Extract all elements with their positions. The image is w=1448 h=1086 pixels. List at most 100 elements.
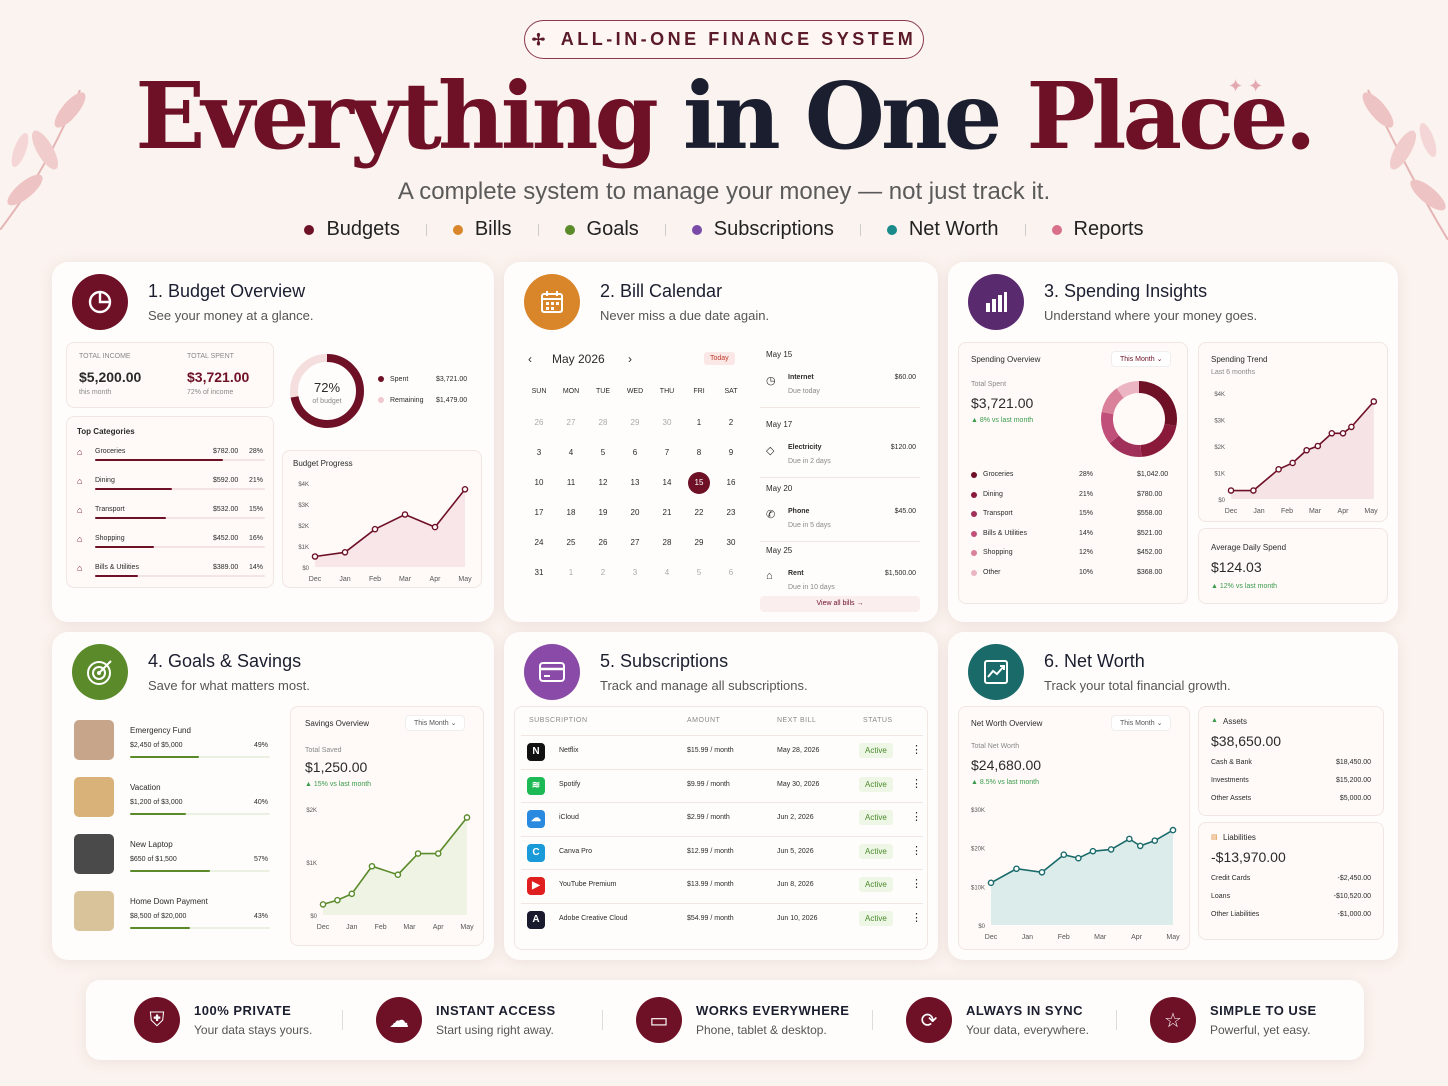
category-list: Budgets Bills Goals Subscriptions Net Worth R… [0,218,1448,241]
subscription-row[interactable]: ▶ YouTube Premium $13.99 / month Jun 8, 202… [521,869,923,901]
change-text: ▲ 8.5% vs last month [971,779,1040,786]
calendar-day[interactable]: 27 [566,418,576,427]
liabilities-panel: ▤ Liabilities -$13,970.00 Credit Cards -$… [1198,822,1384,940]
calendar-day[interactable]: 12 [598,478,608,487]
calendar-day[interactable]: 5 [696,568,702,577]
calendar-day[interactable]: 30 [662,418,672,427]
more-options-icon[interactable]: ⋮ [911,811,922,823]
more-options-icon[interactable]: ⋮ [911,844,922,857]
bill-name: Internet [788,374,814,381]
calendar-day[interactable]: 11 [566,478,576,487]
assets-icon: ▲ [1211,717,1218,724]
more-options-icon[interactable]: ⋮ [911,777,922,790]
calendar-day[interactable]: 26 [598,538,608,547]
bill-row[interactable]: ◷ Internet Due today $60.00 [760,364,920,408]
calendar-day[interactable]: 31 [534,568,544,577]
calendar-day[interactable]: 21 [662,508,672,517]
next-month-button[interactable]: › [628,352,632,366]
calendar-day[interactable]: 22 [694,508,704,517]
calendar-day[interactable]: 2 [600,568,606,577]
calendar-day[interactable]: 28 [598,418,608,427]
y-tick-label: $1K [306,861,317,867]
calendar-day[interactable]: 26 [534,418,544,427]
period-dropdown[interactable]: This Month ⌄ [1111,351,1172,367]
calendar-day[interactable]: 10 [534,478,544,487]
calendar-day[interactable]: 6 [632,448,638,457]
calendar-day[interactable]: 17 [534,508,544,517]
calendar-day[interactable]: 14 [662,478,672,487]
calendar-day[interactable]: 19 [598,508,608,517]
clock-icon: ◷ [766,375,776,387]
today-button[interactable]: Today [704,352,735,365]
subscription-next-bill: Jun 8, 2026 [777,881,814,888]
calendar-day[interactable]: 23 [726,508,736,517]
card-subtitle: Track and manage all subscriptions. [600,678,808,693]
card-subtitle: Never miss a due date again. [600,308,770,323]
features-bar: ⛨ 100% PRIVATE Your data stays yours. ☁ INST… [86,980,1364,1060]
feature-subtitle: Your data, everywhere. [966,1023,1089,1037]
category-value: $558.00 [1137,510,1163,517]
goal-percent: 57% [254,856,269,863]
calendar-day[interactable]: 18 [566,508,576,517]
calendar-day[interactable]: 30 [726,538,736,547]
sync-icon: ⟳ [906,997,952,1043]
calendar-day[interactable]: 4 [568,448,574,457]
calendar-day[interactable]: 27 [630,538,640,547]
subscription-row[interactable]: N Netflix $15.99 / month May 28, 2026 Active… [521,735,923,767]
calendar-day[interactable]: 28 [662,538,672,547]
feature-item: ⛨ 100% PRIVATE Your data stays yours. [134,997,312,1043]
total-label: Total Net Worth [971,743,1020,750]
calendar-day-today[interactable]: 15 [688,472,710,494]
area-fill [991,830,1173,925]
calendar-day[interactable]: 1 [568,568,574,577]
calendar-day[interactable]: 5 [600,448,606,457]
item-value: $18,450.00 [1335,759,1371,766]
daily-value: $124.03 [1211,559,1262,575]
calendar-day[interactable]: 24 [534,538,544,547]
card-title: 5. Subscriptions [600,651,729,671]
calendar-month: May 2026 [552,352,605,366]
income-value: $5,200.00 [79,369,142,385]
panel-title: Average Daily Spend [1211,543,1287,552]
calendar-day[interactable]: 1 [696,418,702,427]
calendar-day[interactable]: 25 [566,538,576,547]
calendar-day[interactable]: 8 [696,448,702,457]
subscription-row[interactable]: C Canva Pro $12.99 / month Jun 5, 2026 Activ… [521,835,923,868]
calendar-day[interactable]: 4 [664,568,670,577]
bill-row[interactable]: ◇ Electricity Due in 2 days $120.00 [760,434,920,478]
more-options-icon[interactable]: ⋮ [911,744,922,756]
period-dropdown[interactable]: This Month ⌄ [1111,715,1172,731]
calendar-day[interactable]: 3 [536,448,542,457]
feature-item: ▭ WORKS EVERYWHERE Phone, tablet & desktop… [636,997,849,1043]
more-options-icon[interactable]: ⋮ [911,878,922,890]
calendar-day[interactable]: 7 [664,448,670,457]
donut-slice [1116,381,1140,399]
subscription-row[interactable]: ≋ Spotify $9.99 / month May 30, 2026 Active ⋮ [521,768,923,801]
calendar-day[interactable]: 29 [694,538,704,547]
calendar-day[interactable]: 3 [632,568,638,577]
feature-subtitle: Powerful, yet easy. [1210,1023,1311,1037]
card-title: 6. Net Worth [1044,651,1145,671]
calendar-day[interactable]: 20 [630,508,640,517]
subscription-row[interactable]: ☁ iCloud $2.99 / month Jun 2, 2026 Active ⋮ [521,802,923,834]
category-percent: 28% [249,448,264,455]
calendar-day[interactable]: 29 [630,418,640,427]
calendar-day[interactable]: 16 [726,478,736,487]
progress-track [95,546,265,548]
calendar-day[interactable]: 9 [728,448,734,457]
calendar-day[interactable]: 2 [728,418,734,427]
more-options-icon[interactable]: ⋮ [911,911,922,924]
subscription-row[interactable]: A Adobe Creative Cloud $54.99 / month Jun 1… [521,902,923,935]
data-point [1289,459,1296,467]
period-dropdown[interactable]: This Month ⌄ [405,715,466,731]
calendar-day[interactable]: 6 [728,568,734,577]
panel-title: Net Worth Overview [971,719,1043,728]
category-dot [452,224,463,235]
item-name: Credit Cards [1211,875,1251,882]
view-all-bills-link[interactable]: View all bills → [760,596,920,612]
prev-month-button[interactable]: ‹ [528,352,532,366]
calendar-day[interactable]: 13 [630,478,640,487]
bill-row[interactable]: ✆ Phone Due in 5 days $45.00 [760,498,920,542]
category-item: Budgets [304,218,400,241]
legend-swatch [971,569,977,576]
